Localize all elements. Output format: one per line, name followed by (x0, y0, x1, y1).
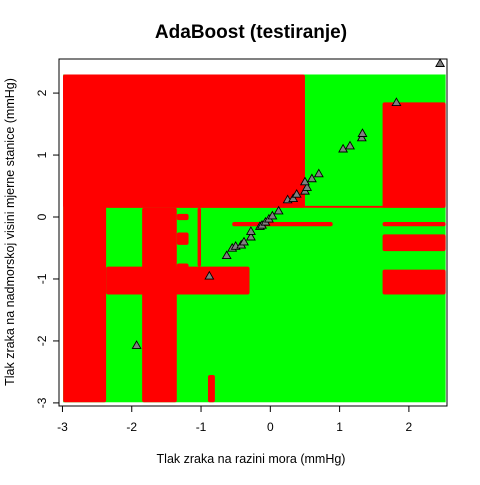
x-tick-label: 1 (336, 420, 343, 434)
data-point-triangle (204, 270, 215, 280)
region-red (176, 232, 189, 245)
data-point-triangle (299, 176, 310, 186)
data-point-triangle (131, 340, 142, 349)
x-tick-label: 0 (267, 420, 274, 434)
data-point-triangle (288, 193, 299, 203)
y-tick-label: 2 (35, 89, 49, 96)
data-point-triangle (435, 58, 446, 67)
data-point-triangle (302, 182, 313, 191)
region-red (106, 205, 446, 208)
region-red (176, 213, 189, 221)
data-point-triangle (313, 168, 324, 178)
y-tick-label: 0 (35, 213, 49, 220)
x-tick-label: -2 (126, 420, 137, 434)
chart-title: AdaBoost (testiranje) (155, 22, 347, 43)
y-tick-label: 1 (35, 151, 49, 158)
data-point-triangle (267, 210, 278, 220)
region-red (382, 102, 446, 208)
data-point-triangle (245, 226, 256, 235)
x-tick-label: 2 (406, 420, 413, 434)
data-point-triangle (345, 140, 355, 150)
data-point-triangle (239, 236, 249, 246)
data-point-triangle (338, 143, 349, 153)
region-red (142, 207, 177, 403)
y-tick-label: -1 (35, 273, 49, 284)
region-red (207, 375, 215, 403)
data-point-triangle (245, 231, 256, 241)
region-red (382, 234, 446, 252)
data-point-triangle (356, 132, 367, 142)
data-points (131, 58, 446, 349)
x-tick-label: -3 (57, 420, 68, 434)
axes: -3 -2 -1 0 1 2 -3 -2 -1 0 1 2 (35, 58, 448, 434)
region-red (382, 269, 446, 295)
data-point-triangle (357, 128, 368, 137)
region-red (232, 221, 333, 227)
data-point-triangle (273, 205, 284, 215)
data-point-triangle (391, 97, 402, 106)
region-red (382, 221, 446, 227)
data-point-triangle (221, 250, 232, 260)
x-tick-label: -1 (196, 420, 207, 434)
y-tick-label: -2 (35, 335, 49, 346)
decision-regions (63, 74, 446, 403)
y-axis-label: Tlak zraka na nadmorskoj visini mjerne s… (3, 78, 17, 386)
region-red (63, 74, 305, 208)
data-point-triangle (306, 173, 317, 183)
region-red (106, 266, 250, 295)
y-tick-label: -3 (35, 397, 49, 408)
region-red (197, 207, 202, 267)
x-axis-label: Tlak zraka na razini mora (mmHg) (157, 452, 346, 466)
data-point-triangle (291, 188, 302, 198)
